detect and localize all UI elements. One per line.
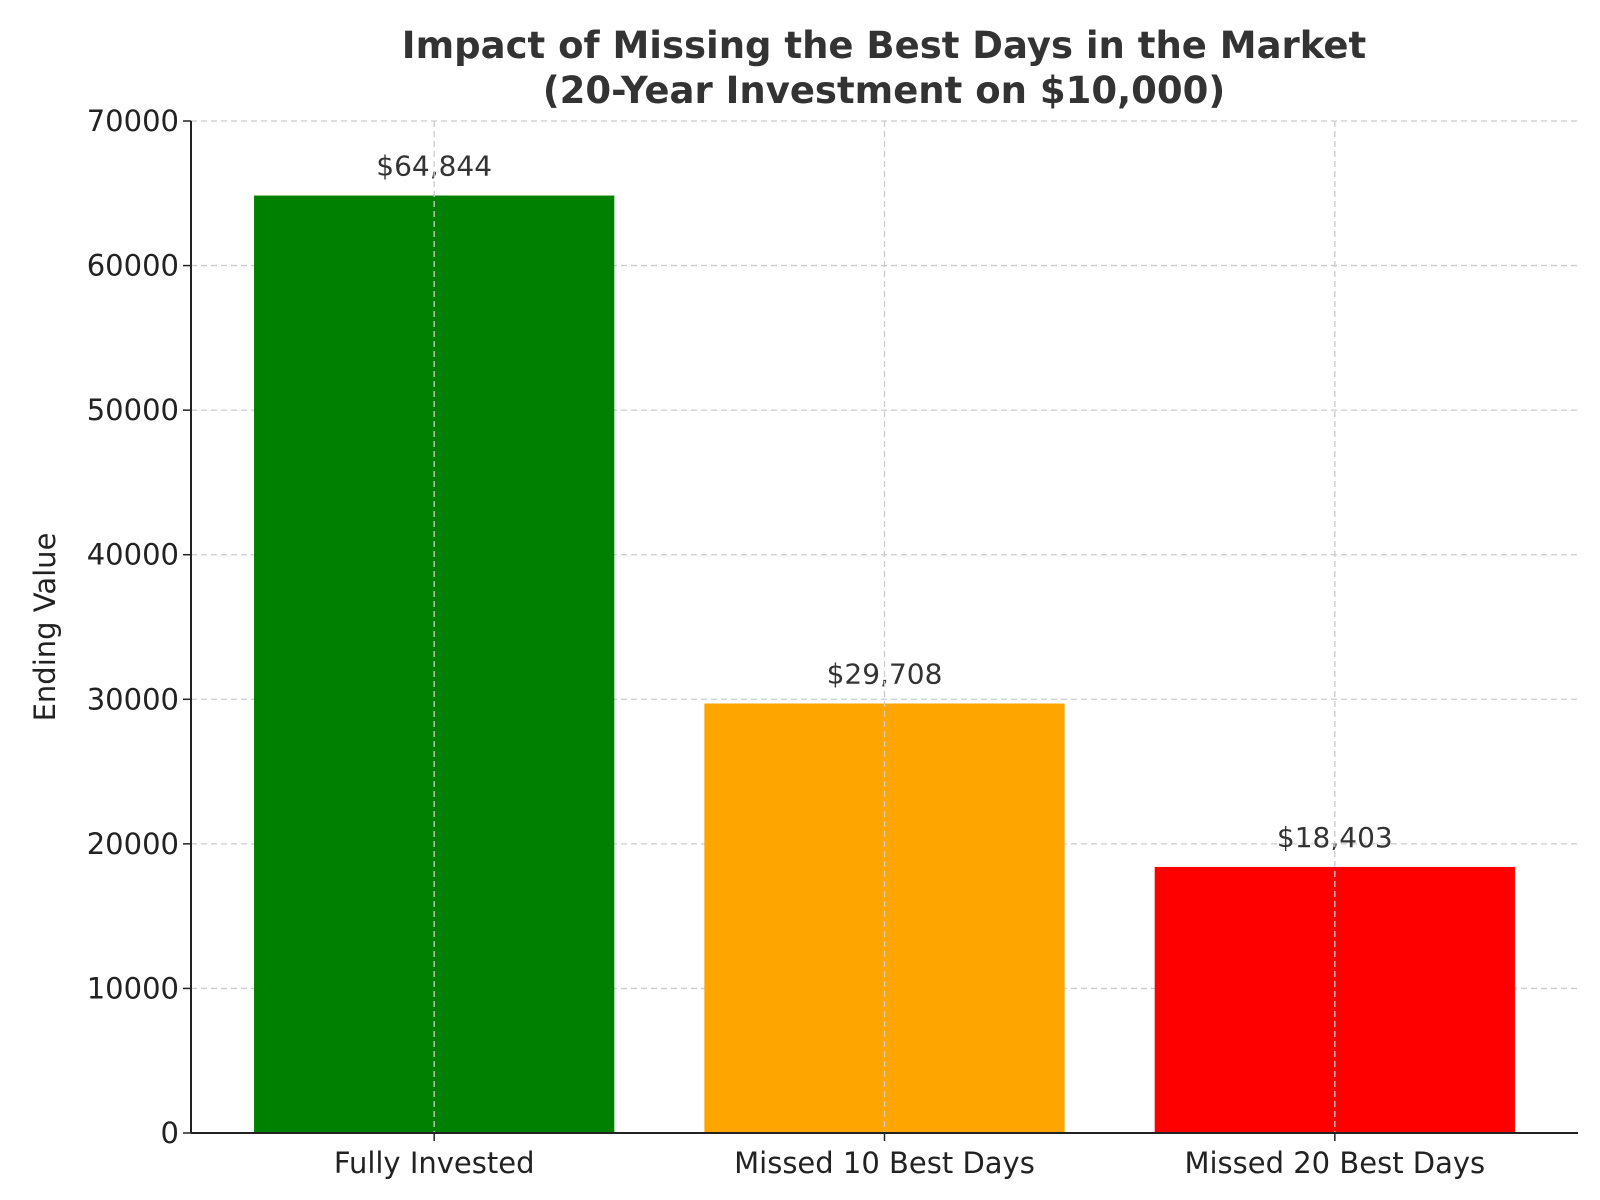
chart-title: (20-Year Investment on $10,000) [543,69,1226,112]
x-tick-label: Missed 10 Best Days [734,1146,1035,1180]
y-tick-label: 20000 [87,827,179,861]
y-tick-label: 40000 [87,538,179,572]
y-tick-label: 60000 [87,249,179,283]
y-tick-label: 70000 [87,104,179,138]
y-axis-label: Ending Value [28,533,62,722]
y-tick-label: 10000 [87,971,179,1005]
x-tick-label: Fully Invested [334,1146,535,1180]
y-tick-label: 30000 [87,682,179,716]
bar [704,703,1065,1133]
x-tick-label: Missed 20 Best Days [1184,1146,1485,1180]
y-tick-label: 50000 [87,393,179,427]
y-tick-label: 0 [161,1116,179,1150]
chart-title: Impact of Missing the Best Days in the M… [402,24,1366,67]
